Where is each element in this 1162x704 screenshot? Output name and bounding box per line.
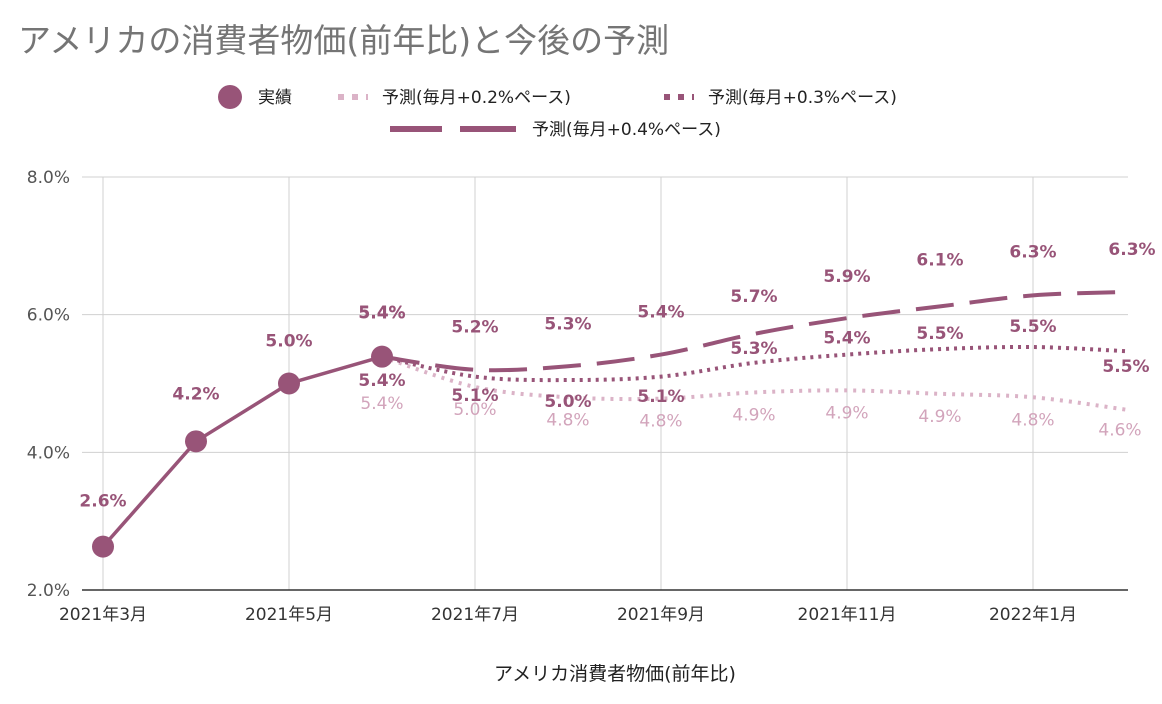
series-layer xyxy=(92,289,1127,558)
legend-label: 予測(毎月+0.4%ペース) xyxy=(532,120,721,140)
data-point-marker xyxy=(278,372,300,395)
data-label: 5.4% xyxy=(360,394,403,414)
x-tick-label: 2021年3月 xyxy=(59,605,147,625)
data-label: 5.3% xyxy=(544,314,591,334)
y-tick-label: 2.0% xyxy=(27,581,70,601)
axes: 2.0% 4.0% 6.0% 8.0% 2021年3月 2021年5月 2021年7月 202… xyxy=(27,168,1128,625)
data-label: 4.9% xyxy=(732,405,775,425)
data-label: 5.0% xyxy=(453,400,496,420)
data-label: 4.8% xyxy=(639,412,682,432)
y-tick-label: 6.0% xyxy=(27,306,70,326)
data-label: 4.8% xyxy=(1011,410,1054,430)
data-label: 6.3% xyxy=(1009,242,1056,262)
legend-label: 実績 xyxy=(258,88,292,108)
series-line-1 xyxy=(381,354,1127,412)
data-label: 5.3% xyxy=(730,339,777,359)
data-point-marker xyxy=(185,430,207,453)
data-label: 5.5% xyxy=(1102,357,1149,377)
data-label: 5.0% xyxy=(265,332,312,352)
x-tick-label: 2021年11月 xyxy=(798,605,897,625)
data-label: 5.5% xyxy=(916,324,963,344)
x-axis-label: アメリカ消費者物価(前年比) xyxy=(494,663,736,685)
data-label: 2.6% xyxy=(79,492,126,512)
data-label: 5.4% xyxy=(358,304,405,324)
data-label: 5.4% xyxy=(637,303,684,323)
series-line-3 xyxy=(381,289,1127,373)
legend-label: 予測(毎月+0.2%ペース) xyxy=(382,88,571,108)
data-label: 5.4% xyxy=(358,371,405,391)
data-label: 5.4% xyxy=(823,329,870,349)
data-label: 5.9% xyxy=(823,267,870,287)
legend-label: 予測(毎月+0.3%ペース) xyxy=(708,88,897,108)
legend-marker-actual xyxy=(218,85,242,109)
data-label: 5.1% xyxy=(637,387,684,407)
data-point-marker xyxy=(371,345,393,368)
data-label: 6.1% xyxy=(916,250,963,270)
series-line-0 xyxy=(101,354,383,548)
data-label: 4.9% xyxy=(918,407,961,427)
data-label: 4.2% xyxy=(172,384,219,404)
data-label: 4.6% xyxy=(1098,421,1141,441)
grid xyxy=(82,176,1128,590)
chart-title: アメリカの消費者物価(前年比)と今後の予測 xyxy=(18,21,670,60)
y-tick-label: 8.0% xyxy=(27,168,70,188)
data-label: 5.4% xyxy=(358,303,405,323)
data-label: 5.2% xyxy=(451,318,498,338)
data-label: 4.9% xyxy=(825,403,868,423)
x-tick-label: 2021年5月 xyxy=(245,605,333,625)
data-label: 5.0% xyxy=(544,392,591,412)
data-label: 4.8% xyxy=(546,410,589,430)
data-label: 5.7% xyxy=(730,287,777,307)
legend: 実績 予測(毎月+0.2%ペース) 予測(毎月+0.3%ペース) 予測(毎月+0.4%… xyxy=(218,85,897,140)
x-tick-label: 2021年9月 xyxy=(617,605,705,625)
data-label: 5.5% xyxy=(1009,317,1056,337)
x-tick-label: 2022年1月 xyxy=(989,605,1077,625)
data-point-marker xyxy=(92,535,114,558)
data-labels: 2.6%4.2%5.0%5.4%5.4% 5.0%4.8% 4.8% 4.9% 4.9%… xyxy=(79,240,1155,512)
y-tick-label: 4.0% xyxy=(27,443,70,463)
data-label: 6.3% xyxy=(1108,240,1155,260)
x-tick-label: 2021年7月 xyxy=(431,605,519,625)
data-label: 5.1% xyxy=(451,386,498,406)
